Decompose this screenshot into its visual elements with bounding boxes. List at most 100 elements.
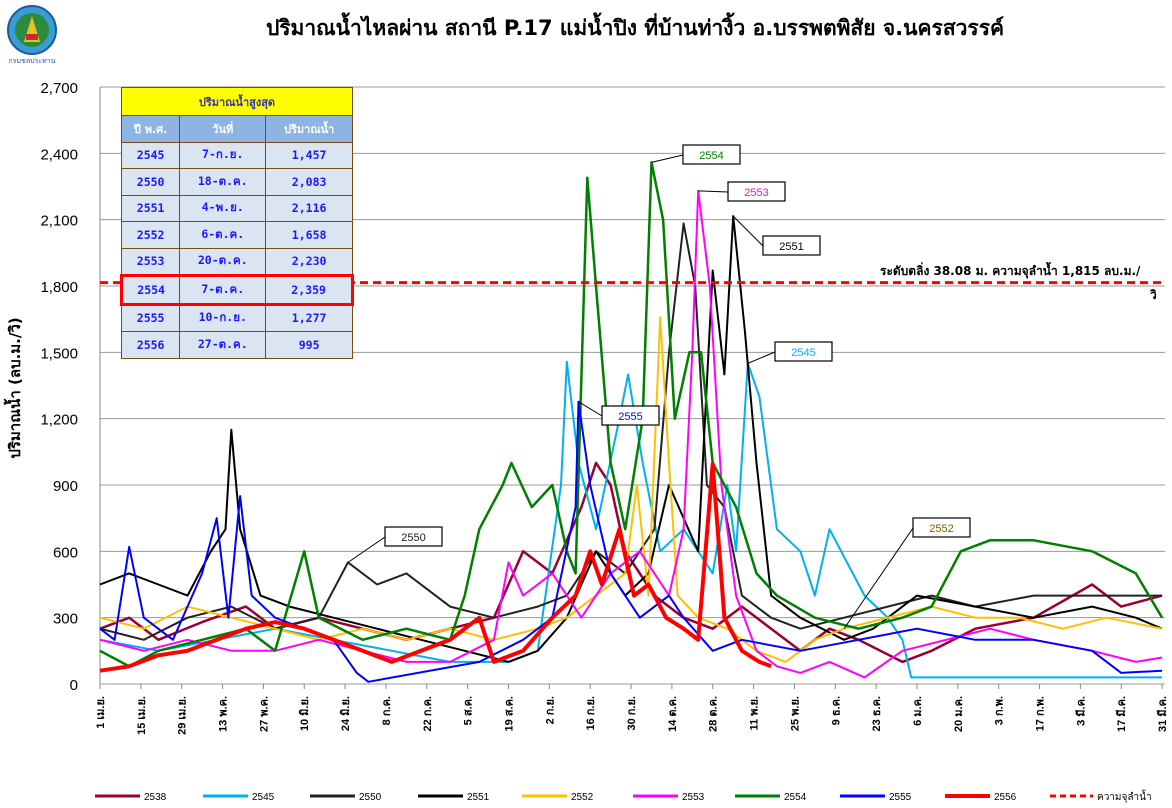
callout-leader-2551 xyxy=(732,215,764,247)
x-tick-label: 5 ส.ค. xyxy=(463,696,475,725)
cell-date: 18-ต.ค. xyxy=(179,168,267,196)
x-tick-label: 17 ก.พ. xyxy=(1035,696,1047,731)
col-header-date: วันที่ xyxy=(179,115,267,143)
cell-year: 2556 xyxy=(120,331,181,359)
x-tick-label: 2 ก.ย. xyxy=(544,696,556,724)
x-tick-label: 3 มี.ค. xyxy=(1074,696,1087,726)
x-tick-label: 6 ม.ค. xyxy=(912,696,924,726)
threshold-label: ระดับตลิ่ง 38.08 ม. ความจุลำน้ำ 1,815 ลบ… xyxy=(880,264,1141,278)
max-flow-table: ปริมาณน้ำสูงสุด ปี พ.ศ. วันที่ ปริมาณน้ำ… xyxy=(119,87,354,359)
y-tick-label: 300 xyxy=(53,611,78,628)
table-row: 2556 27-ต.ค. 995 xyxy=(120,331,353,359)
table-row: 2550 18-ต.ค. 2,083 xyxy=(120,168,353,196)
x-tick-label: 28 ต.ค. xyxy=(708,696,720,732)
callout-leader-2555 xyxy=(578,401,603,417)
y-tick-label: 600 xyxy=(53,544,78,561)
x-tick-label: 30 ก.ย. xyxy=(626,696,638,731)
cell-year: 2551 xyxy=(120,194,181,222)
x-tick-label: 8 ก.ค. xyxy=(381,696,393,725)
y-tick-label: 900 xyxy=(53,478,78,495)
table-row: 2553 20-ต.ค. 2,230 xyxy=(120,247,353,276)
callout-box-2545 xyxy=(774,341,833,362)
series-line-2554 xyxy=(99,161,1164,668)
threshold-label-cont: วิ xyxy=(1150,288,1157,302)
table-row: 2551 4-พ.ย. 2,116 xyxy=(120,194,353,222)
callout-box-2553 xyxy=(727,181,786,202)
x-tick-label: 13 พ.ค. xyxy=(218,696,230,732)
callout-label-2551: 2551 xyxy=(779,241,803,253)
cell-year: 2545 xyxy=(120,141,181,169)
callout-label-2545: 2545 xyxy=(791,347,815,359)
cell-date: 6-ต.ค. xyxy=(179,221,267,249)
cell-flow: 995 xyxy=(265,331,353,359)
cell-flow: 2,359 xyxy=(265,274,354,306)
legend-label-2552: 2552 xyxy=(571,792,594,803)
x-tick-label: 20 ม.ค. xyxy=(953,696,965,732)
x-tick-label: 3 ก.พ. xyxy=(994,696,1006,725)
y-tick-label: 1,200 xyxy=(40,412,78,429)
cell-date: 7-ก.ย. xyxy=(179,141,267,169)
callout-label-2552: 2552 xyxy=(929,523,953,535)
x-tick-label: 11 พ.ย. xyxy=(749,696,761,731)
legend-label-2554: 2554 xyxy=(784,792,807,803)
cell-flow: 2,116 xyxy=(265,194,353,222)
legend-label-threshold: ความจุลำน้ำ xyxy=(1097,789,1152,803)
callout-label-2553: 2553 xyxy=(744,187,768,199)
series-line-2556 xyxy=(99,462,772,673)
table-row: 2555 10-ก.ย. 1,277 xyxy=(120,303,353,332)
callout-leader-2545 xyxy=(747,351,776,364)
callout-box-2550 xyxy=(384,526,443,547)
callout-label-2554: 2554 xyxy=(699,150,723,162)
cell-date: 10-ก.ย. xyxy=(179,303,267,332)
legend-label-2545: 2545 xyxy=(252,792,275,803)
y-tick-label: 1,800 xyxy=(40,279,78,296)
royal-irrigation-logo-icon: กรมชลประทาน xyxy=(7,5,57,65)
callout-label-2550: 2550 xyxy=(401,532,425,544)
x-tick-label: 31 มี.ค. xyxy=(1156,696,1169,732)
cell-date: 4-พ.ย. xyxy=(179,194,267,222)
legend-label-2556: 2556 xyxy=(994,792,1017,803)
x-tick-label: 1 เม.ย. xyxy=(95,696,107,729)
x-tick-label: 27 พ.ค. xyxy=(258,696,270,732)
x-tick-label: 17 มี.ค. xyxy=(1115,696,1128,732)
callout-leader-2552 xyxy=(843,527,914,630)
callout-leader-2550 xyxy=(347,536,386,563)
callout-box-2554 xyxy=(682,144,741,165)
legend-label-2551: 2551 xyxy=(467,792,490,803)
callout-label-2555: 2555 xyxy=(618,411,642,423)
legend-label-2555: 2555 xyxy=(889,792,912,803)
y-tick-label: 2,100 xyxy=(40,213,78,230)
chart-title: ปริมาณน้ำไหลผ่าน สถานี P.17 แม่น้ำปิง ที… xyxy=(265,16,1005,40)
callout-leader-2553 xyxy=(698,190,729,193)
x-tick-label: 9 ธ.ค. xyxy=(830,696,842,725)
cell-year: 2554 xyxy=(119,274,181,306)
cell-flow: 1,658 xyxy=(265,221,353,249)
cell-year: 2552 xyxy=(120,221,181,249)
y-tick-label: 1,500 xyxy=(40,345,78,362)
cell-date: 20-ต.ค. xyxy=(179,247,267,276)
cell-year: 2553 xyxy=(120,247,181,276)
cell-year: 2555 xyxy=(120,303,181,332)
callout-box-2551 xyxy=(762,235,821,256)
col-header-flow: ปริมาณน้ำ xyxy=(265,115,353,143)
x-tick-label: 22 ก.ค. xyxy=(422,696,434,731)
svg-text:กรมชลประทาน: กรมชลประทาน xyxy=(9,57,56,65)
x-tick-label: 25 พ.ย. xyxy=(789,696,801,731)
callout-leader-2554 xyxy=(651,154,684,163)
y-tick-label: 2,400 xyxy=(40,146,78,163)
table-title: ปริมาณน้ำสูงสุด xyxy=(121,87,353,116)
legend-label-2553: 2553 xyxy=(682,792,705,803)
callout-box-2552 xyxy=(912,517,971,538)
x-tick-label: 16 ก.ย. xyxy=(585,696,597,731)
col-header-year: ปี พ.ศ. xyxy=(120,115,181,143)
cell-year: 2550 xyxy=(120,168,181,196)
cell-flow: 1,457 xyxy=(265,141,353,169)
x-tick-label: 14 ต.ค. xyxy=(667,696,679,732)
x-tick-label: 10 มิ.ย. xyxy=(298,696,311,731)
table-row: 2552 6-ต.ค. 1,658 xyxy=(120,221,353,249)
x-tick-label: 19 ส.ค. xyxy=(503,696,515,731)
cell-flow: 1,277 xyxy=(265,303,353,332)
table-row: 2554 7-ต.ค. 2,359 xyxy=(119,274,354,306)
cell-flow: 2,083 xyxy=(265,168,353,196)
